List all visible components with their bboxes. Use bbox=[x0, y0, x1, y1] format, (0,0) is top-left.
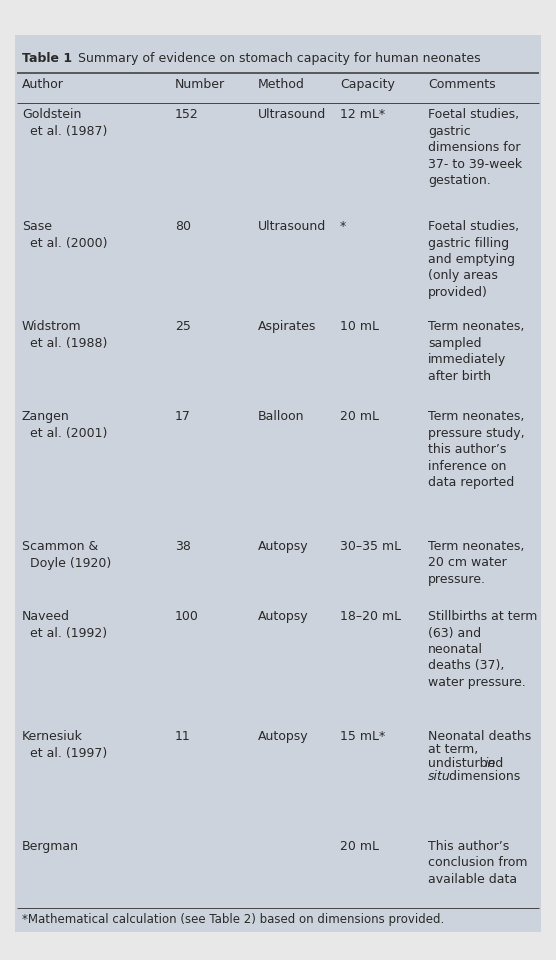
Text: Foetal studies,
gastric
dimensions for
37- to 39-week
gestation.: Foetal studies, gastric dimensions for 3… bbox=[428, 108, 522, 187]
Text: Scammon &
  Doyle (1920): Scammon & Doyle (1920) bbox=[22, 540, 111, 569]
Text: *Mathematical calculation (see Table 2) based on dimensions provided.: *Mathematical calculation (see Table 2) … bbox=[22, 913, 444, 926]
Text: Capacity: Capacity bbox=[340, 78, 395, 91]
Text: undisturbed: undisturbed bbox=[428, 757, 507, 770]
Text: Balloon: Balloon bbox=[258, 410, 305, 423]
Text: Naveed
  et al. (1992): Naveed et al. (1992) bbox=[22, 610, 107, 639]
Text: Widstrom
  et al. (1988): Widstrom et al. (1988) bbox=[22, 320, 107, 349]
Text: Term neonates,
pressure study,
this author’s
inference on
data reported: Term neonates, pressure study, this auth… bbox=[428, 410, 525, 489]
Text: 30–35 mL: 30–35 mL bbox=[340, 540, 401, 553]
Text: Number: Number bbox=[175, 78, 225, 91]
Text: Term neonates,
20 cm water
pressure.: Term neonates, 20 cm water pressure. bbox=[428, 540, 524, 586]
Text: Autopsy: Autopsy bbox=[258, 730, 309, 743]
Text: Table 1: Table 1 bbox=[22, 52, 72, 65]
Text: situ: situ bbox=[428, 771, 451, 783]
Text: 152: 152 bbox=[175, 108, 198, 121]
Text: Autopsy: Autopsy bbox=[258, 540, 309, 553]
Text: 15 mL*: 15 mL* bbox=[340, 730, 385, 743]
Text: Term neonates,
sampled
immediately
after birth: Term neonates, sampled immediately after… bbox=[428, 320, 524, 382]
Text: 12 mL*: 12 mL* bbox=[340, 108, 385, 121]
Text: 100: 100 bbox=[175, 610, 199, 623]
Text: Goldstein
  et al. (1987): Goldstein et al. (1987) bbox=[22, 108, 107, 137]
Text: Comments: Comments bbox=[428, 78, 495, 91]
Text: 80: 80 bbox=[175, 220, 191, 233]
Text: Method: Method bbox=[258, 78, 305, 91]
Text: Summary of evidence on stomach capacity for human neonates: Summary of evidence on stomach capacity … bbox=[70, 52, 480, 65]
Text: 17: 17 bbox=[175, 410, 191, 423]
Text: dimensions: dimensions bbox=[445, 771, 520, 783]
Text: Author: Author bbox=[22, 78, 64, 91]
Text: in: in bbox=[484, 757, 495, 770]
Text: Neonatal deaths: Neonatal deaths bbox=[428, 730, 531, 743]
Text: This author’s
conclusion from
available data: This author’s conclusion from available … bbox=[428, 840, 528, 886]
Text: Ultrasound: Ultrasound bbox=[258, 220, 326, 233]
Text: Autopsy: Autopsy bbox=[258, 610, 309, 623]
Text: 20 mL: 20 mL bbox=[340, 840, 379, 853]
Text: *: * bbox=[340, 220, 346, 233]
Text: at term,: at term, bbox=[428, 743, 478, 756]
Text: Foetal studies,
gastric filling
and emptying
(only areas
provided): Foetal studies, gastric filling and empt… bbox=[428, 220, 519, 299]
Text: Kernesiuk
  et al. (1997): Kernesiuk et al. (1997) bbox=[22, 730, 107, 759]
Text: Stillbirths at term
(63) and
neonatal
deaths (37),
water pressure.: Stillbirths at term (63) and neonatal de… bbox=[428, 610, 538, 689]
Text: 10 mL: 10 mL bbox=[340, 320, 379, 333]
Text: 11: 11 bbox=[175, 730, 191, 743]
Text: Aspirates: Aspirates bbox=[258, 320, 316, 333]
Text: Bergman: Bergman bbox=[22, 840, 79, 853]
Text: Zangen
  et al. (2001): Zangen et al. (2001) bbox=[22, 410, 107, 440]
Text: Ultrasound: Ultrasound bbox=[258, 108, 326, 121]
Text: 25: 25 bbox=[175, 320, 191, 333]
Text: 18–20 mL: 18–20 mL bbox=[340, 610, 401, 623]
Text: 38: 38 bbox=[175, 540, 191, 553]
Text: 20 mL: 20 mL bbox=[340, 410, 379, 423]
Text: Sase
  et al. (2000): Sase et al. (2000) bbox=[22, 220, 107, 250]
